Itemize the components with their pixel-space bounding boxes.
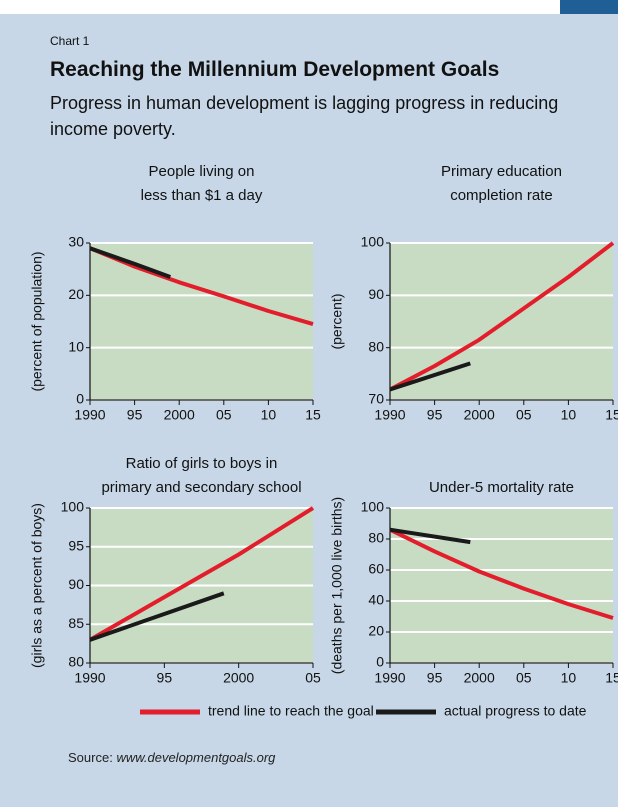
- y-axis-label: (girls as a percent of boys): [29, 503, 45, 668]
- y-tick-label: 0: [76, 391, 84, 407]
- series-line: [89, 506, 315, 642]
- y-tick-label: 80: [368, 338, 384, 354]
- y-tick-label: 100: [61, 499, 85, 515]
- y-tick-label: 30: [68, 234, 84, 250]
- x-tick-label: 10: [561, 670, 577, 686]
- plot-area: [390, 508, 613, 663]
- y-tick-label: 90: [368, 286, 384, 302]
- x-tick-label: 95: [157, 670, 173, 686]
- y-tick-label: 40: [368, 592, 384, 608]
- series-line: [89, 591, 225, 642]
- plot-area: [90, 243, 313, 400]
- series-line: [389, 361, 471, 392]
- y-axis-label: (percent): [329, 293, 345, 349]
- series-line: [389, 527, 471, 545]
- y-tick-label: 90: [68, 576, 84, 592]
- x-tick-label: 95: [427, 407, 443, 423]
- subtitle: Progress in human development is lagging…: [50, 93, 559, 139]
- source-label: Source:: [68, 750, 113, 765]
- x-tick-label: 2000: [223, 670, 254, 686]
- y-tick-label: 85: [68, 615, 84, 631]
- y-tick-label: 80: [68, 654, 84, 670]
- chart-title: less than $1 a day: [141, 187, 263, 204]
- legend-label: trend line to reach the goal: [208, 703, 374, 719]
- y-tick-label: 10: [68, 338, 84, 354]
- x-tick-label: 1990: [374, 407, 405, 423]
- x-tick-label: 2000: [164, 407, 195, 423]
- x-tick-label: 05: [516, 407, 532, 423]
- chart-label: Chart 1: [50, 34, 90, 48]
- x-tick-label: 2000: [464, 407, 495, 423]
- top-band: [0, 0, 618, 14]
- y-tick-label: 100: [361, 234, 385, 250]
- y-axis-label: (percent of population): [29, 251, 45, 391]
- chart-title: Ratio of girls to boys in: [126, 455, 278, 472]
- y-tick-label: 95: [68, 537, 84, 553]
- series-line: [389, 527, 614, 620]
- x-tick-label: 05: [305, 670, 321, 686]
- y-tick-label: 20: [368, 623, 384, 639]
- x-tick-label: 15: [605, 407, 618, 423]
- y-tick-label: 80: [368, 530, 384, 546]
- series-line: [89, 246, 314, 327]
- x-tick-label: 05: [516, 670, 532, 686]
- chart-title: People living on: [149, 163, 255, 180]
- y-tick-label: 60: [368, 561, 384, 577]
- source: Source: www.developmentgoals.org: [68, 750, 275, 765]
- y-axis-label: (deaths per 1,000 live births): [329, 497, 345, 674]
- title: Reaching the Millennium Development Goal…: [50, 58, 500, 81]
- chart-title: Under-5 mortality rate: [429, 479, 574, 496]
- legend-label: actual progress to date: [444, 703, 587, 719]
- x-tick-label: 1990: [374, 670, 405, 686]
- y-tick-label: 20: [68, 286, 84, 302]
- x-tick-label: 95: [427, 670, 443, 686]
- x-tick-label: 1990: [74, 407, 105, 423]
- chart-title: primary and secondary school: [101, 479, 301, 496]
- x-tick-label: 15: [305, 407, 321, 423]
- x-tick-label: 15: [605, 670, 618, 686]
- y-tick-label: 0: [376, 654, 384, 670]
- x-tick-label: 05: [216, 407, 232, 423]
- y-tick-label: 100: [361, 499, 385, 515]
- source-url: www.developmentgoals.org: [116, 750, 276, 765]
- x-tick-label: 95: [127, 407, 143, 423]
- chart-title: completion rate: [450, 187, 553, 204]
- corner-block: [560, 0, 618, 14]
- x-tick-label: 10: [261, 407, 277, 423]
- chart-title: Primary education: [441, 163, 562, 180]
- series-line: [89, 246, 171, 279]
- series-line: [389, 241, 615, 392]
- x-tick-label: 10: [561, 407, 577, 423]
- y-tick-label: 70: [368, 391, 384, 407]
- x-tick-label: 1990: [74, 670, 105, 686]
- x-tick-label: 2000: [464, 670, 495, 686]
